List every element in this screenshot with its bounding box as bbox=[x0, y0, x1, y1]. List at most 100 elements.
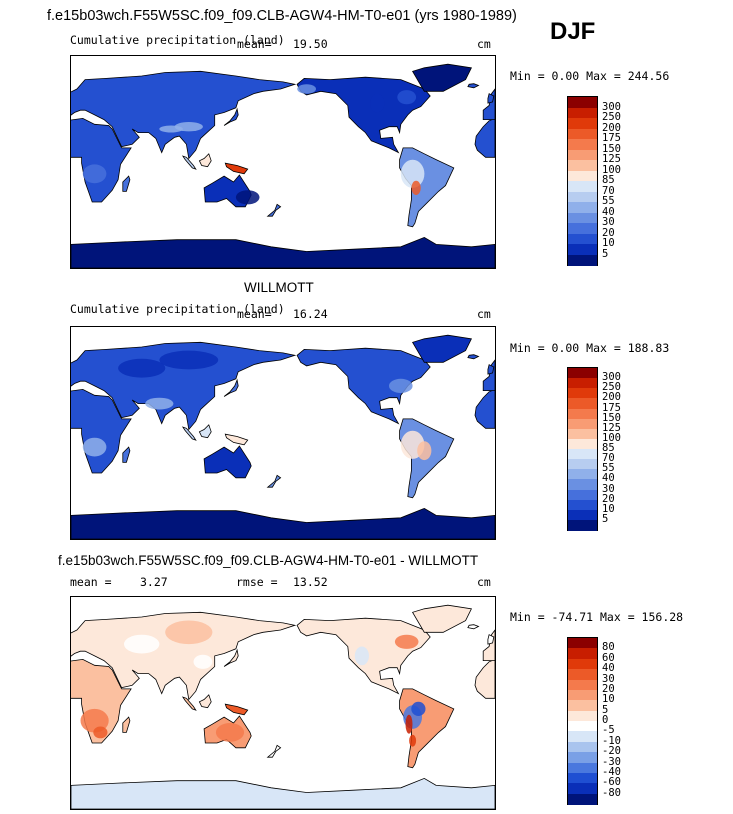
colorbar-tick-label: 250 bbox=[602, 381, 621, 394]
colorbar-segment bbox=[568, 519, 597, 531]
precip-anomaly-region bbox=[159, 125, 183, 133]
colorbar-segment bbox=[568, 669, 597, 680]
colorbar-tick-label: 30 bbox=[602, 672, 615, 685]
colorbar-segment bbox=[568, 489, 597, 501]
colorbar-tick-label: 200 bbox=[602, 121, 621, 134]
colorbar-segment bbox=[568, 731, 597, 743]
colorbar-tick-label: 250 bbox=[602, 111, 621, 123]
landmass-antarctica bbox=[71, 507, 495, 539]
panel-2-units: cm bbox=[477, 307, 491, 321]
colorbar-segment bbox=[568, 638, 597, 649]
colorbar-tick-label: 60 bbox=[602, 651, 615, 664]
colorbar-tick-label: 55 bbox=[602, 195, 615, 207]
landmass-japan bbox=[223, 107, 239, 126]
season-label: DJF bbox=[550, 18, 596, 45]
colorbar-tick-label: 125 bbox=[602, 421, 621, 434]
landmass-iceland bbox=[467, 354, 480, 360]
panel-3-rmse-label: rmse = bbox=[236, 575, 278, 589]
colorbar-tick-label: 175 bbox=[602, 132, 621, 144]
colorbar-tick-label: 5 bbox=[602, 703, 609, 716]
landmass-borneo bbox=[198, 694, 212, 709]
colorbar-segment bbox=[568, 244, 597, 255]
panel-1-mean-value: 19.50 bbox=[293, 37, 328, 51]
colorbar-tick-label: 30 bbox=[602, 216, 615, 228]
colorbar-segment bbox=[568, 658, 597, 670]
colorbar-segment bbox=[568, 418, 597, 430]
colorbar-segment bbox=[568, 499, 597, 511]
colorbar-tick-label: 100 bbox=[602, 431, 621, 444]
colorbar-tick-label: 20 bbox=[602, 226, 615, 239]
colorbar-segment bbox=[568, 700, 597, 712]
colorbar-tick-label: 55 bbox=[602, 462, 615, 475]
colorbar-tick-label: 85 bbox=[602, 442, 615, 454]
landmass-africa2 bbox=[474, 388, 495, 429]
precip-anomaly-region bbox=[215, 723, 245, 742]
panel-3-minmax: Min = -74.71 Max = 156.28 bbox=[510, 610, 684, 624]
colorbar-tick-label: 80 bbox=[602, 641, 615, 654]
precip-anomaly-region bbox=[145, 397, 174, 410]
colorbar-segment bbox=[568, 509, 597, 521]
colorbar-segment bbox=[568, 710, 597, 722]
colorbar-tick-label: -60 bbox=[602, 776, 621, 789]
panel-3-mean-label: mean = bbox=[70, 575, 112, 589]
panel-1-units: cm bbox=[477, 37, 491, 51]
precip-anomaly-region bbox=[405, 714, 413, 734]
landmass-sumatra bbox=[181, 426, 197, 441]
colorbar-segment bbox=[568, 254, 597, 266]
colorbar-segment bbox=[568, 648, 597, 660]
precip-anomaly-region bbox=[118, 358, 166, 378]
precip-anomaly-region bbox=[82, 164, 107, 184]
colorbar-segment bbox=[568, 741, 597, 753]
colorbar-segment bbox=[568, 233, 597, 245]
landmass-antarctica bbox=[71, 777, 495, 809]
precip-anomaly-region bbox=[165, 620, 213, 645]
colorbar-tick-label: 20 bbox=[602, 492, 615, 505]
panel-2-map bbox=[70, 326, 496, 540]
colorbar-tick-label: 150 bbox=[602, 411, 621, 424]
landmass-namerica bbox=[296, 76, 431, 154]
colorbar-segment bbox=[568, 149, 597, 161]
colorbar-tick-label: 30 bbox=[602, 482, 615, 495]
landmass-japan bbox=[223, 648, 239, 667]
colorbar-segment bbox=[568, 772, 597, 784]
precip-anomaly-region bbox=[297, 84, 316, 94]
landmass-greenland bbox=[411, 334, 472, 363]
landmass-borneo bbox=[198, 153, 212, 168]
colorbar-segment bbox=[568, 128, 597, 140]
landmass-greenland bbox=[411, 604, 472, 633]
landmass-iceland bbox=[467, 624, 480, 630]
colorbar-segment bbox=[568, 721, 597, 732]
colorbar-tick-label: 40 bbox=[602, 662, 615, 675]
panel-2-subtitle: WILLMOTT bbox=[244, 280, 314, 295]
panel-1-left-label: Cumulative precipitation (land) bbox=[70, 33, 285, 47]
colorbar-tick-label: 85 bbox=[602, 174, 615, 186]
colorbar-segment bbox=[568, 428, 597, 440]
precip-anomaly-region bbox=[124, 634, 160, 654]
landmass-nz bbox=[266, 474, 282, 488]
landmass-namerica bbox=[296, 347, 431, 425]
precip-anomaly-region bbox=[354, 646, 369, 666]
panel-3-map bbox=[70, 596, 496, 810]
landmass-sumatra bbox=[181, 155, 197, 170]
precip-anomaly-region bbox=[389, 378, 413, 393]
colorbar-tick-label: 5 bbox=[602, 247, 609, 260]
colorbar-segment bbox=[568, 223, 597, 234]
colorbar-tick-label: 70 bbox=[602, 184, 615, 197]
landmass-uk bbox=[487, 93, 495, 104]
panel-2-minmax: Min = 0.00 Max = 188.83 bbox=[510, 341, 670, 355]
colorbar-tick-label: 200 bbox=[602, 391, 621, 404]
colorbar-segment bbox=[568, 368, 597, 379]
colorbar-tick-label: 10 bbox=[602, 693, 615, 706]
colorbar-tick-label: 0 bbox=[602, 714, 609, 726]
panel-1-mean-label: mean= bbox=[237, 37, 272, 51]
colorbar-segment bbox=[568, 378, 597, 389]
landmass-madagascar bbox=[122, 716, 131, 733]
colorbar-segment bbox=[568, 139, 597, 150]
panel-2-colorbar bbox=[567, 367, 598, 531]
colorbar-segment bbox=[568, 793, 597, 805]
colorbar-segment bbox=[568, 212, 597, 224]
precip-anomaly-region bbox=[400, 159, 425, 188]
precip-anomaly-region bbox=[411, 180, 421, 195]
precip-anomaly-region bbox=[235, 190, 260, 205]
landmass-madagascar bbox=[122, 175, 131, 192]
